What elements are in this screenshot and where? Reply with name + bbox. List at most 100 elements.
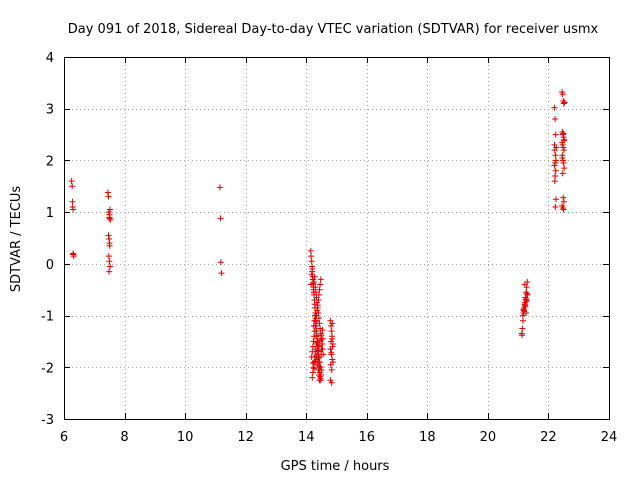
data-point (559, 154, 566, 161)
data-point (310, 364, 317, 371)
data-point (520, 317, 527, 324)
data-point (523, 298, 530, 305)
data-point (217, 259, 224, 266)
data-point (318, 351, 325, 358)
data-point (317, 281, 324, 288)
data-point (313, 328, 320, 335)
data-point (315, 372, 322, 379)
data-point (317, 364, 324, 371)
data-point (106, 242, 113, 249)
y-tick-label: -1 (41, 310, 54, 325)
data-point (106, 268, 113, 275)
data-point (560, 130, 567, 137)
data-point (561, 99, 568, 106)
data-point (552, 203, 559, 210)
x-tick-label: 12 (237, 430, 254, 445)
data-point (329, 343, 336, 350)
data-point (552, 167, 559, 174)
data-point (107, 263, 114, 270)
data-point (315, 342, 322, 349)
data-point (105, 193, 112, 200)
data-point (105, 232, 112, 239)
data-point (519, 332, 526, 339)
data-point (312, 284, 319, 291)
data-point (312, 312, 319, 319)
data-point (312, 289, 319, 296)
data-point (328, 328, 335, 335)
data-point (551, 104, 558, 111)
data-point (552, 131, 559, 138)
data-point (519, 325, 526, 332)
data-point (561, 165, 568, 172)
data-point (552, 116, 559, 123)
data-points (68, 89, 568, 386)
data-point (316, 359, 323, 366)
x-tick-labels: 6 8 10 12 14 16 18 20 22 24 (60, 430, 617, 445)
x-axis-label: GPS time / hours (281, 459, 390, 474)
data-point (317, 337, 324, 344)
data-point (106, 215, 113, 222)
data-point (318, 346, 325, 353)
y-tick-label: -2 (41, 361, 54, 376)
x-tick-label: 16 (359, 430, 376, 445)
data-point (314, 302, 321, 309)
data-point (107, 216, 114, 223)
data-point (560, 194, 567, 201)
data-point (314, 347, 321, 354)
data-point (328, 366, 335, 373)
data-point (319, 335, 326, 342)
data-point (553, 144, 560, 151)
data-point (315, 291, 322, 298)
data-point (69, 183, 76, 190)
data-point (553, 196, 560, 203)
data-point (311, 359, 318, 366)
data-point (105, 253, 112, 260)
x-tick-label: 20 (480, 430, 497, 445)
data-point (311, 278, 318, 285)
y-tick-label: 3 (46, 103, 54, 118)
data-point (312, 309, 319, 316)
data-point (314, 299, 321, 306)
data-point (70, 253, 77, 260)
data-point (309, 369, 316, 376)
data-point (315, 297, 322, 304)
data-point (561, 137, 568, 144)
data-point (104, 189, 111, 196)
plot-frame (64, 57, 610, 420)
grid-lines (64, 57, 609, 419)
data-point (107, 206, 114, 213)
x-tick-label: 14 (298, 430, 315, 445)
data-point (218, 270, 225, 277)
data-point (311, 365, 318, 372)
data-point (307, 247, 314, 254)
data-point (319, 341, 326, 348)
data-point (559, 157, 566, 164)
data-point (552, 172, 559, 179)
data-point (552, 152, 559, 159)
data-point (318, 332, 325, 339)
data-point (308, 281, 315, 288)
data-point (308, 253, 315, 260)
data-point (314, 338, 321, 345)
data-point (69, 203, 76, 210)
data-point (560, 198, 567, 205)
data-point (560, 100, 567, 107)
data-point (328, 322, 335, 329)
data-point (309, 374, 316, 381)
data-point (309, 343, 316, 350)
data-point (328, 379, 335, 386)
data-point (329, 356, 336, 363)
x-tick-label: 22 (540, 430, 557, 445)
data-point (560, 147, 567, 154)
chart-title: Day 091 of 2018, Sidereal Day-to-day VTE… (68, 22, 599, 37)
x-tick-label: 24 (601, 430, 618, 445)
data-point (559, 141, 566, 148)
data-point (313, 333, 320, 340)
data-point (312, 358, 319, 365)
data-point (308, 271, 315, 278)
data-point (551, 162, 558, 169)
y-tick-labels: -3 -2 -1 0 1 2 3 4 (41, 51, 54, 428)
data-point (316, 286, 323, 293)
data-point (327, 377, 334, 384)
